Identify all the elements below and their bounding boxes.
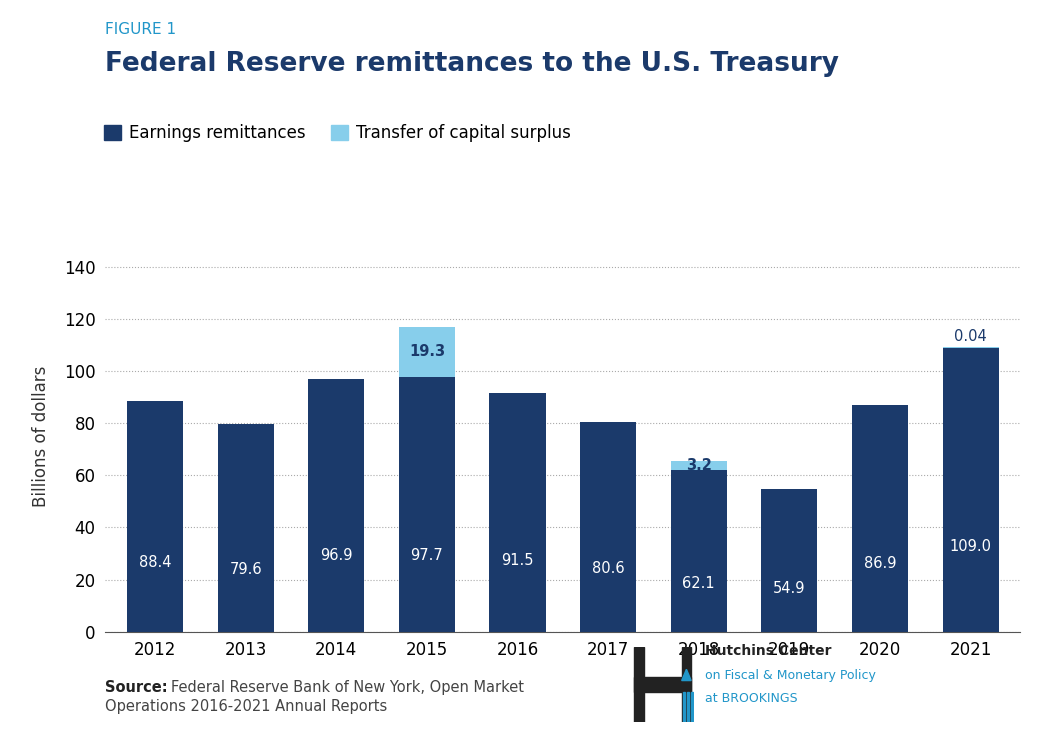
Bar <box>580 422 636 632</box>
Text: FIGURE 1: FIGURE 1 <box>105 22 177 37</box>
Bar <box>399 377 454 632</box>
Text: 19.3: 19.3 <box>409 344 445 359</box>
Bar <box>399 326 454 377</box>
Bar <box>683 692 686 722</box>
Bar <box>489 393 546 632</box>
Bar <box>687 692 689 722</box>
Bar <box>682 647 691 722</box>
Bar <box>762 489 817 632</box>
Text: 3.2: 3.2 <box>686 458 712 473</box>
Bar <box>943 347 998 632</box>
Text: 0.04: 0.04 <box>954 329 987 344</box>
Text: 62.1: 62.1 <box>683 575 715 590</box>
Text: 80.6: 80.6 <box>592 561 625 576</box>
Polygon shape <box>682 669 691 681</box>
Text: 54.9: 54.9 <box>773 581 806 596</box>
Text: 96.9: 96.9 <box>320 548 352 563</box>
Y-axis label: Billions of dollars: Billions of dollars <box>32 365 49 507</box>
Text: Federal Reserve remittances to the U.S. Treasury: Federal Reserve remittances to the U.S. … <box>105 51 839 77</box>
Text: Federal Reserve Bank of New York, Open Market: Federal Reserve Bank of New York, Open M… <box>171 680 525 695</box>
Text: Source:: Source: <box>105 680 168 695</box>
Bar <box>852 405 908 632</box>
Text: 86.9: 86.9 <box>864 556 896 572</box>
Text: 97.7: 97.7 <box>410 547 443 562</box>
Text: 109.0: 109.0 <box>950 539 992 554</box>
Text: at BROOKINGS: at BROOKINGS <box>705 692 797 705</box>
Bar <box>634 677 691 692</box>
Text: 88.4: 88.4 <box>139 555 171 570</box>
Bar <box>218 424 274 632</box>
Bar <box>634 647 644 722</box>
Text: 79.6: 79.6 <box>229 562 262 577</box>
Text: Hutchins Center: Hutchins Center <box>705 644 831 658</box>
Text: on Fiscal & Monetary Policy: on Fiscal & Monetary Policy <box>705 669 875 682</box>
Text: Operations 2016-2021 Annual Reports: Operations 2016-2021 Annual Reports <box>105 699 387 714</box>
Text: 91.5: 91.5 <box>501 553 533 568</box>
Bar <box>671 470 727 632</box>
Bar <box>671 462 727 470</box>
Bar <box>127 402 183 632</box>
Bar <box>690 692 693 722</box>
Bar <box>308 379 364 632</box>
Legend: Earnings remittances, Transfer of capital surplus: Earnings remittances, Transfer of capita… <box>104 124 571 142</box>
